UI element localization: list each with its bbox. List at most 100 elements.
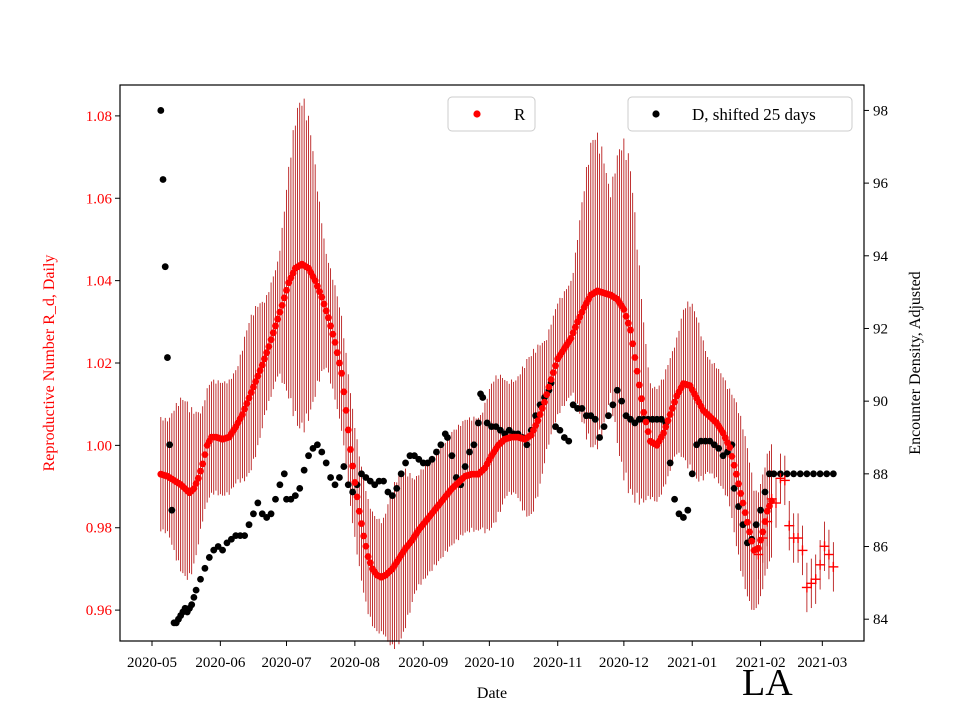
- r-late-point-11: [801, 582, 812, 593]
- d-point-39: [291, 492, 299, 500]
- r-point-84: [342, 406, 350, 414]
- r-point-57: [283, 286, 290, 294]
- r-point-172: [536, 411, 544, 418]
- r-point-70: [311, 277, 319, 285]
- r-point-37: [239, 411, 246, 418]
- d-point-59: [380, 477, 387, 485]
- r-point-86: [347, 446, 354, 453]
- d-point-14: [188, 601, 196, 609]
- r-late-point-9: [793, 533, 804, 544]
- y-left-tick-label-0: 0.96: [86, 603, 113, 619]
- r-point-171: [534, 417, 542, 425]
- r-point-173: [538, 404, 546, 412]
- r-point-54: [276, 308, 284, 316]
- r-point-76: [325, 314, 332, 322]
- y-axis-right-label: Encounter Density, Adjusted: [907, 271, 924, 454]
- r-point-218: [638, 395, 645, 403]
- r-point-95: [366, 559, 374, 567]
- y-right-tick-label-3: 90: [873, 394, 888, 410]
- d-point-28: [245, 521, 253, 529]
- r-point-83: [340, 388, 348, 396]
- r-late-point-0: [753, 549, 764, 560]
- d-point-36: [280, 470, 288, 478]
- r-late-point-4: [771, 498, 782, 509]
- legend-r-marker: [473, 110, 481, 118]
- d-point-50: [340, 463, 348, 470]
- d-point-78: [461, 463, 469, 470]
- r-point-178: [549, 369, 557, 377]
- r-point-228: [660, 429, 667, 437]
- d-point-101: [556, 426, 564, 434]
- r-point-53: [274, 315, 282, 323]
- d-point-74: [444, 434, 451, 441]
- r-point-79: [331, 339, 339, 346]
- r-point-48: [263, 349, 271, 357]
- r-point-230: [664, 417, 672, 425]
- r-point-268: [748, 537, 756, 545]
- r-point-41: [247, 389, 255, 396]
- d-point-62: [393, 484, 401, 492]
- d-point-27: [241, 532, 249, 540]
- d-point-111: [600, 423, 608, 430]
- y-right-tick-label-5: 94: [873, 249, 889, 265]
- y-right-tick-label-6: 96: [873, 176, 889, 192]
- y-right-tick-label-1: 86: [873, 540, 889, 556]
- d-point-137: [715, 444, 723, 452]
- r-point-38: [241, 405, 249, 413]
- r-late-point-17: [828, 561, 839, 572]
- r-point-55: [278, 301, 286, 309]
- r-point-271: [754, 544, 762, 552]
- r-point-78: [329, 330, 337, 338]
- y-left-tick-label-6: 1.08: [86, 109, 112, 125]
- d-point-70: [428, 455, 436, 463]
- r-late-point-14: [815, 559, 826, 570]
- d-point-72: [437, 441, 445, 449]
- r-point-262: [735, 480, 742, 488]
- r-point-42: [250, 383, 257, 391]
- d-point-19: [205, 554, 213, 561]
- r-point-81: [336, 359, 343, 367]
- r-point-82: [338, 369, 346, 377]
- r-point-263: [737, 490, 745, 497]
- r-point-92: [360, 532, 368, 540]
- r-point-56: [280, 294, 288, 302]
- d-point-80: [470, 441, 478, 449]
- r-late-point-3: [766, 493, 777, 504]
- r-point-259: [728, 452, 736, 460]
- r-point-229: [662, 423, 670, 431]
- region-label: LA: [742, 662, 793, 704]
- d-point-126: [666, 459, 674, 467]
- x-tick-label-3: 2020-08: [330, 655, 380, 671]
- legend-d-marker: [652, 110, 660, 118]
- r-point-47: [261, 355, 268, 363]
- r-point-40: [245, 394, 253, 402]
- r-point-216: [633, 367, 641, 375]
- legend-d-label: D, shifted 25 days: [692, 105, 816, 124]
- legend-r-label: R: [514, 105, 526, 124]
- x-tick-label-7: 2020-12: [599, 655, 649, 671]
- d-point-159: [829, 470, 837, 478]
- d-point-22: [219, 546, 226, 554]
- legend-d: D, shifted 25 days: [627, 96, 853, 132]
- r-point-210: [620, 306, 628, 313]
- legend-d-box: [627, 96, 853, 132]
- r-point-19: [199, 460, 207, 468]
- d-point-34: [272, 495, 279, 503]
- r-point-18: [197, 467, 204, 475]
- y-right-tick-label-2: 88: [873, 467, 888, 483]
- r-point-87: [349, 462, 357, 470]
- r-point-85: [344, 426, 352, 434]
- r-point-17: [194, 474, 202, 482]
- d-point-5: [168, 506, 176, 514]
- d-point-33: [267, 510, 275, 518]
- d-point-112: [605, 412, 612, 420]
- d-point-155: [803, 470, 811, 478]
- d-point-71: [433, 448, 440, 456]
- d-point-158: [823, 470, 831, 478]
- d-point-1: [159, 176, 167, 183]
- r-point-88: [351, 479, 359, 486]
- d-point-64: [402, 459, 409, 467]
- r-point-214: [629, 340, 637, 348]
- r-point-90: [355, 507, 363, 515]
